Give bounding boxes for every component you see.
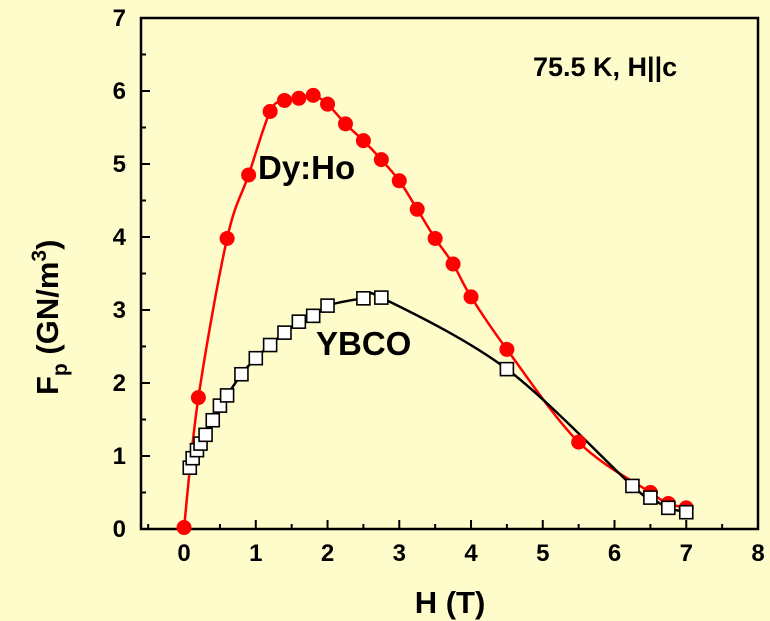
- ybco-point: [234, 366, 249, 382]
- dyho-point: [219, 230, 235, 246]
- ybco-point: [625, 478, 640, 494]
- y-axis-label: Fp (GN/m3): [28, 240, 72, 395]
- y-label-unit: (GN/m: [30, 262, 65, 364]
- dyho-point: [320, 96, 336, 112]
- x-tick-label: 8: [751, 540, 764, 567]
- ybco-point: [499, 361, 515, 377]
- ybco-point: [661, 500, 676, 516]
- dyho-point: [305, 87, 321, 103]
- x-tick-label: 5: [536, 540, 549, 567]
- x-tick-label: 0: [177, 540, 190, 567]
- dyho-point: [391, 173, 407, 189]
- y-tick-label: 7: [113, 5, 126, 32]
- ybco-point: [320, 298, 335, 313]
- ybco-point: [291, 314, 307, 329]
- dyho-point: [337, 116, 353, 132]
- ybco-point: [262, 337, 278, 353]
- ybco-point: [205, 412, 221, 428]
- data-markers: [176, 87, 694, 536]
- ybco-point: [198, 427, 213, 443]
- dyho-point: [463, 289, 479, 305]
- y-axis-ticks: 0 1 2 3 4 5 6 7: [113, 5, 150, 543]
- dyho-point: [241, 167, 257, 183]
- ybco-point: [219, 388, 235, 403]
- y-label-unit-close: ): [30, 240, 65, 250]
- y-tick-label: 2: [113, 370, 126, 397]
- ybco-point: [678, 504, 694, 520]
- dyho-point: [355, 133, 371, 149]
- x-tick-label: 4: [464, 540, 478, 567]
- ybco-point: [356, 291, 371, 306]
- dyho-point: [276, 92, 292, 108]
- ybco-point: [643, 490, 658, 505]
- ybco-point: [374, 290, 389, 305]
- dyho-point: [291, 90, 307, 106]
- x-axis-label: H (T): [415, 585, 486, 620]
- y-tick-label: 3: [113, 297, 126, 324]
- dyho-point: [409, 201, 425, 217]
- ybco-point: [305, 308, 321, 324]
- y-tick-label: 6: [113, 78, 126, 105]
- x-tick-label: 6: [608, 540, 621, 567]
- dyho-point: [176, 520, 192, 536]
- x-tick-label: 1: [249, 540, 262, 567]
- series-label-ybco: YBCO: [316, 325, 411, 362]
- x-tick-label: 3: [393, 540, 406, 567]
- y-tick-label: 5: [113, 151, 126, 178]
- x-axis-ticks: 0 1 2 3 4 5 6 7 8: [147, 520, 765, 567]
- y-tick-label: 1: [113, 443, 126, 470]
- x-tick-label: 7: [680, 540, 693, 567]
- dyho-point: [445, 256, 461, 272]
- ybco-point: [248, 350, 264, 366]
- x-tick-label: 2: [321, 540, 334, 567]
- dyho-point: [427, 230, 443, 246]
- y-label-sup: 3: [28, 250, 51, 262]
- dyho-point: [373, 152, 389, 168]
- y-tick-label: 0: [113, 516, 126, 543]
- dyho-point: [571, 434, 587, 450]
- y-tick-label: 4: [113, 224, 127, 251]
- condition-annotation: 75.5 K, H||c: [533, 52, 677, 82]
- ybco-fit-curve: [188, 291, 687, 514]
- y-label-sub: p: [49, 363, 72, 376]
- plot-frame: [139, 16, 760, 531]
- svg-text:Fp (GN/m3): Fp (GN/m3): [28, 240, 72, 395]
- ybco-point: [277, 325, 292, 340]
- dyho-point: [190, 390, 206, 406]
- series-label-dyho: Dy:Ho: [258, 149, 355, 186]
- dyho-point: [499, 341, 515, 357]
- dyho-point: [262, 103, 278, 119]
- y-label-main: F: [30, 376, 65, 395]
